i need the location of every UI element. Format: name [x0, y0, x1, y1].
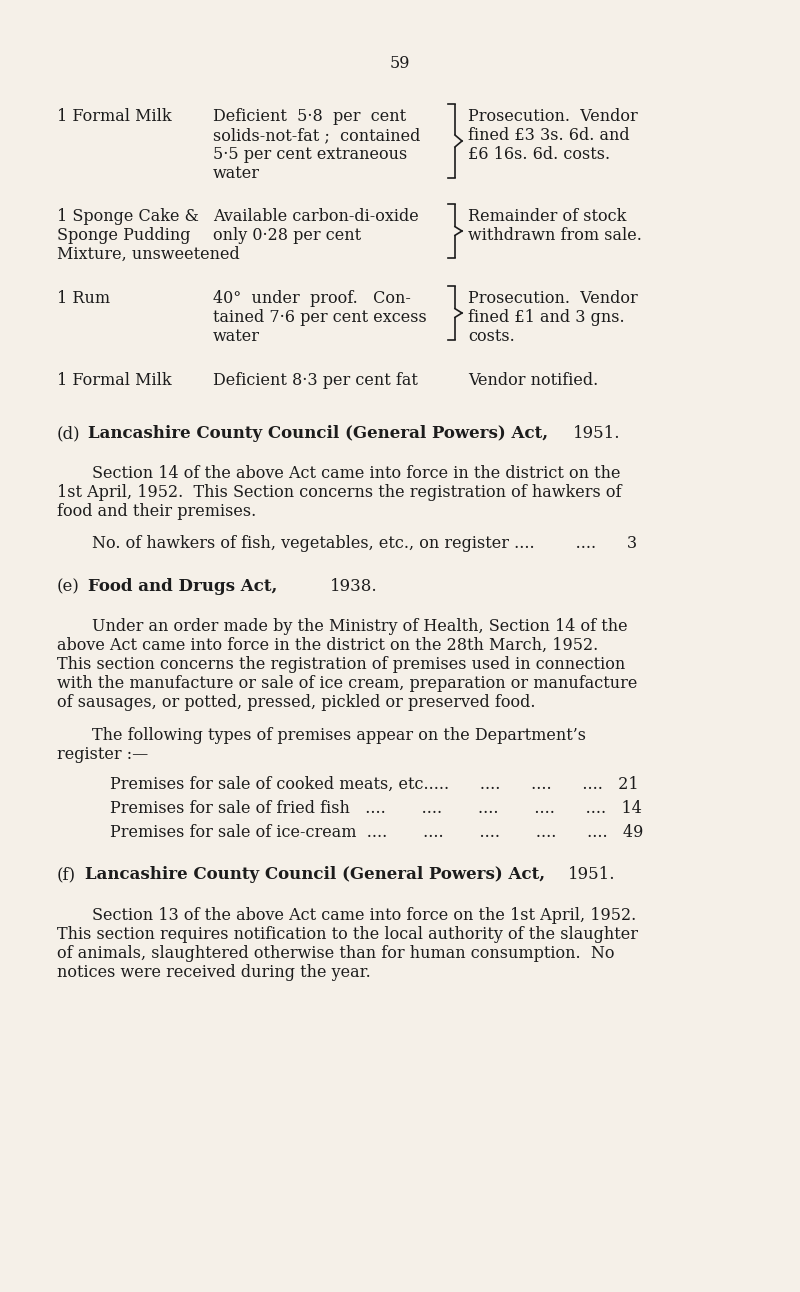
Text: This section concerns the registration of premises used in connection: This section concerns the registration o…	[57, 656, 626, 673]
Text: 5·5 per cent extraneous: 5·5 per cent extraneous	[213, 146, 407, 163]
Text: Deficient 8·3 per cent fat: Deficient 8·3 per cent fat	[213, 372, 418, 389]
Text: Sponge Pudding: Sponge Pudding	[57, 227, 190, 244]
Text: register :—: register :—	[57, 745, 148, 764]
Text: of sausages, or potted, pressed, pickled or preserved food.: of sausages, or potted, pressed, pickled…	[57, 694, 535, 711]
Text: solids-not-fat ;  contained: solids-not-fat ; contained	[213, 127, 420, 143]
Text: 59: 59	[390, 56, 410, 72]
Text: Remainder of stock: Remainder of stock	[468, 208, 626, 225]
Text: 1 Formal Milk: 1 Formal Milk	[57, 372, 172, 389]
Text: 1938.: 1938.	[330, 578, 378, 596]
Text: fined £3 3s. 6d. and: fined £3 3s. 6d. and	[468, 127, 630, 143]
Text: of animals, slaughtered otherwise than for human consumption.  No: of animals, slaughtered otherwise than f…	[57, 944, 614, 963]
Text: costs.: costs.	[468, 328, 514, 345]
Text: 1 Rum: 1 Rum	[57, 289, 110, 307]
Text: Mixture, unsweetened: Mixture, unsweetened	[57, 245, 240, 264]
Text: This section requires notification to the local authority of the slaughter: This section requires notification to th…	[57, 926, 638, 943]
Text: Vendor notified.: Vendor notified.	[468, 372, 598, 389]
Text: No. of hawkers of fish, vegetables, etc., on register ....        ....      3: No. of hawkers of fish, vegetables, etc.…	[92, 535, 637, 552]
Text: Food and Drugs Act,: Food and Drugs Act,	[88, 578, 278, 596]
Text: notices were received during the year.: notices were received during the year.	[57, 964, 370, 981]
Text: The following types of premises appear on the Department’s: The following types of premises appear o…	[92, 727, 586, 744]
Text: 40°  under  proof.   Con-: 40° under proof. Con-	[213, 289, 411, 307]
Text: Deficient  5·8  per  cent: Deficient 5·8 per cent	[213, 109, 406, 125]
Text: Section 14 of the above Act came into force in the district on the: Section 14 of the above Act came into fo…	[92, 465, 621, 482]
Text: 1st April, 1952.  This Section concerns the registration of hawkers of: 1st April, 1952. This Section concerns t…	[57, 484, 622, 501]
Text: (f): (f)	[57, 866, 76, 882]
Text: 1951.: 1951.	[573, 425, 621, 442]
Text: 1 Formal Milk: 1 Formal Milk	[57, 109, 172, 125]
Text: food and their premises.: food and their premises.	[57, 503, 256, 519]
Text: Under an order made by the Ministry of Health, Section 14 of the: Under an order made by the Ministry of H…	[92, 618, 628, 634]
Text: Prosecution.  Vendor: Prosecution. Vendor	[468, 109, 638, 125]
Text: Available carbon-di-oxide: Available carbon-di-oxide	[213, 208, 418, 225]
Text: above Act came into force in the district on the 28th March, 1952.: above Act came into force in the distric…	[57, 637, 598, 654]
Text: fined £1 and 3 gns.: fined £1 and 3 gns.	[468, 309, 625, 326]
Text: with the manufacture or sale of ice cream, preparation or manufacture: with the manufacture or sale of ice crea…	[57, 674, 638, 693]
Text: withdrawn from sale.: withdrawn from sale.	[468, 227, 642, 244]
Text: water: water	[213, 328, 260, 345]
Text: 1951.: 1951.	[568, 866, 615, 882]
Text: Lancashire County Council (General Powers) Act,: Lancashire County Council (General Power…	[88, 425, 548, 442]
Text: Premises for sale of fried fish   ....       ....       ....       ....      ...: Premises for sale of fried fish .... ...…	[110, 800, 642, 817]
Text: Premises for sale of ice-cream  ....       ....       ....       ....      .... : Premises for sale of ice-cream .... ....…	[110, 824, 643, 841]
Text: Section 13 of the above Act came into force on the 1st April, 1952.: Section 13 of the above Act came into fo…	[92, 907, 636, 924]
Text: Premises for sale of cooked meats, etc.....      ....      ....      ....   21: Premises for sale of cooked meats, etc..…	[110, 776, 638, 793]
Text: tained 7·6 per cent excess: tained 7·6 per cent excess	[213, 309, 426, 326]
Text: water: water	[213, 165, 260, 182]
Text: Lancashire County Council (General Powers) Act,: Lancashire County Council (General Power…	[85, 866, 545, 882]
Text: (d): (d)	[57, 425, 81, 442]
Text: 1 Sponge Cake &: 1 Sponge Cake &	[57, 208, 199, 225]
Text: £6 16s. 6d. costs.: £6 16s. 6d. costs.	[468, 146, 610, 163]
Text: (e): (e)	[57, 578, 80, 596]
Text: Prosecution.  Vendor: Prosecution. Vendor	[468, 289, 638, 307]
Text: only 0·28 per cent: only 0·28 per cent	[213, 227, 361, 244]
